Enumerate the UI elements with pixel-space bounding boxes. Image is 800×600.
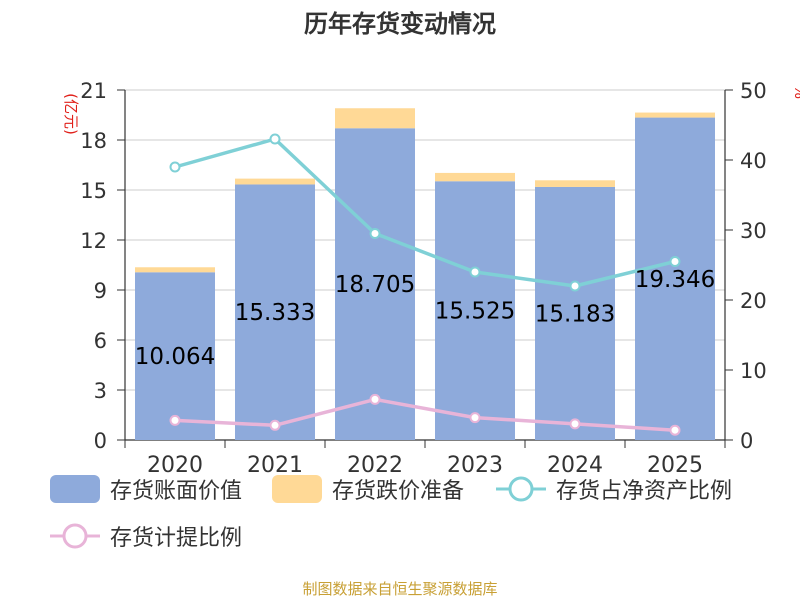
legend-swatch-provision-ratio — [50, 523, 100, 549]
bar-data-label: 19.346 — [635, 267, 715, 293]
y-right-tick-label: 0 — [740, 429, 753, 453]
y-right-tick-label: 40 — [740, 149, 767, 173]
bar-data-label: 10.064 — [135, 344, 215, 370]
bar-data-label: 15.183 — [535, 301, 615, 327]
chart-legend: 存货账面价值 存货跌价准备 存货占净资产比例 存货计提比例 — [0, 468, 800, 568]
point-ratio-net-assets — [669, 256, 681, 267]
x-tick-label: 2023 — [447, 453, 503, 478]
bar-book-value — [635, 117, 715, 441]
y-left-tick-label: 21 — [80, 79, 107, 103]
legend-swatch-ratio-net-assets — [496, 476, 546, 502]
point-provision-ratio — [569, 418, 581, 430]
point-ratio-net-assets — [269, 133, 281, 145]
legend-label-provision-ratio: 存货计提比例 — [110, 526, 243, 551]
bar-provision — [235, 178, 315, 185]
point-ratio-net-assets — [569, 280, 581, 292]
bar-data-label: 15.333 — [235, 300, 315, 326]
bar-provision — [335, 108, 415, 129]
point-provision-ratio — [669, 424, 681, 436]
y-left-tick-label: 3 — [94, 379, 107, 403]
y-left-tick-label: 6 — [94, 329, 107, 353]
legend-item-ratio-net-assets[interactable]: 存货占净资产比例 — [496, 472, 732, 506]
x-tick-label: 2020 — [147, 453, 203, 478]
legend-swatch-book-value — [50, 475, 100, 503]
bar-data-label: 15.525 — [435, 299, 515, 325]
legend-label-book-value: 存货账面价值 — [110, 479, 243, 504]
point-ratio-net-assets — [369, 228, 381, 239]
bar-provision — [435, 172, 515, 182]
y-left-tick-label: 12 — [80, 229, 107, 253]
y-left-tick-label: 9 — [94, 279, 107, 303]
y-right-tick-label: 20 — [740, 289, 767, 313]
bar-book-value — [135, 272, 215, 440]
line-provision-ratio — [174, 397, 676, 432]
x-tick-label: 2025 — [647, 453, 703, 478]
y-right-unit-label: % — [791, 85, 800, 99]
bar-provision — [535, 180, 615, 187]
y-left-tick-label: 15 — [80, 179, 107, 203]
y-right-tick-label: 10 — [740, 359, 767, 383]
point-provision-ratio — [369, 393, 381, 405]
source-note: 制图数据来自恒生聚源数据库 — [302, 580, 498, 598]
point-provision-ratio — [169, 414, 181, 426]
legend-swatch-provision — [272, 475, 322, 503]
legend-label-provision: 存货跌价准备 — [332, 479, 465, 504]
legend-item-provision[interactable]: 存货跌价准备 — [272, 472, 464, 506]
point-provision-ratio — [469, 412, 481, 424]
point-ratio-net-assets — [169, 161, 181, 173]
y-left-tick-label: 18 — [80, 129, 107, 153]
bar-provision — [135, 267, 215, 273]
bar-provision — [635, 112, 715, 118]
line-ratio-net-assets — [174, 137, 676, 288]
x-tick-label: 2021 — [247, 453, 303, 478]
y-right-tick-label: 30 — [740, 219, 767, 243]
legend-label-ratio-net-assets: 存货占净资产比例 — [556, 479, 733, 504]
x-tick-label: 2022 — [347, 453, 403, 478]
bar-book-value — [335, 128, 415, 440]
point-provision-ratio — [269, 419, 281, 431]
bar-book-value — [435, 181, 515, 440]
bar-data-label: 18.705 — [335, 272, 415, 298]
y-left-unit-label: (亿元) — [62, 93, 80, 135]
bar-book-value — [535, 186, 615, 440]
legend-item-book-value[interactable]: 存货账面价值 — [50, 472, 242, 506]
x-tick-label: 2024 — [547, 453, 603, 478]
y-right-tick-label: 50 — [740, 79, 767, 103]
y-left-tick-label: 0 — [94, 429, 107, 453]
chart-title: 历年存货变动情况 — [304, 10, 496, 38]
legend-item-provision-ratio[interactable]: 存货计提比例 — [50, 519, 242, 553]
bar-book-value — [235, 184, 315, 440]
point-ratio-net-assets — [469, 266, 481, 278]
